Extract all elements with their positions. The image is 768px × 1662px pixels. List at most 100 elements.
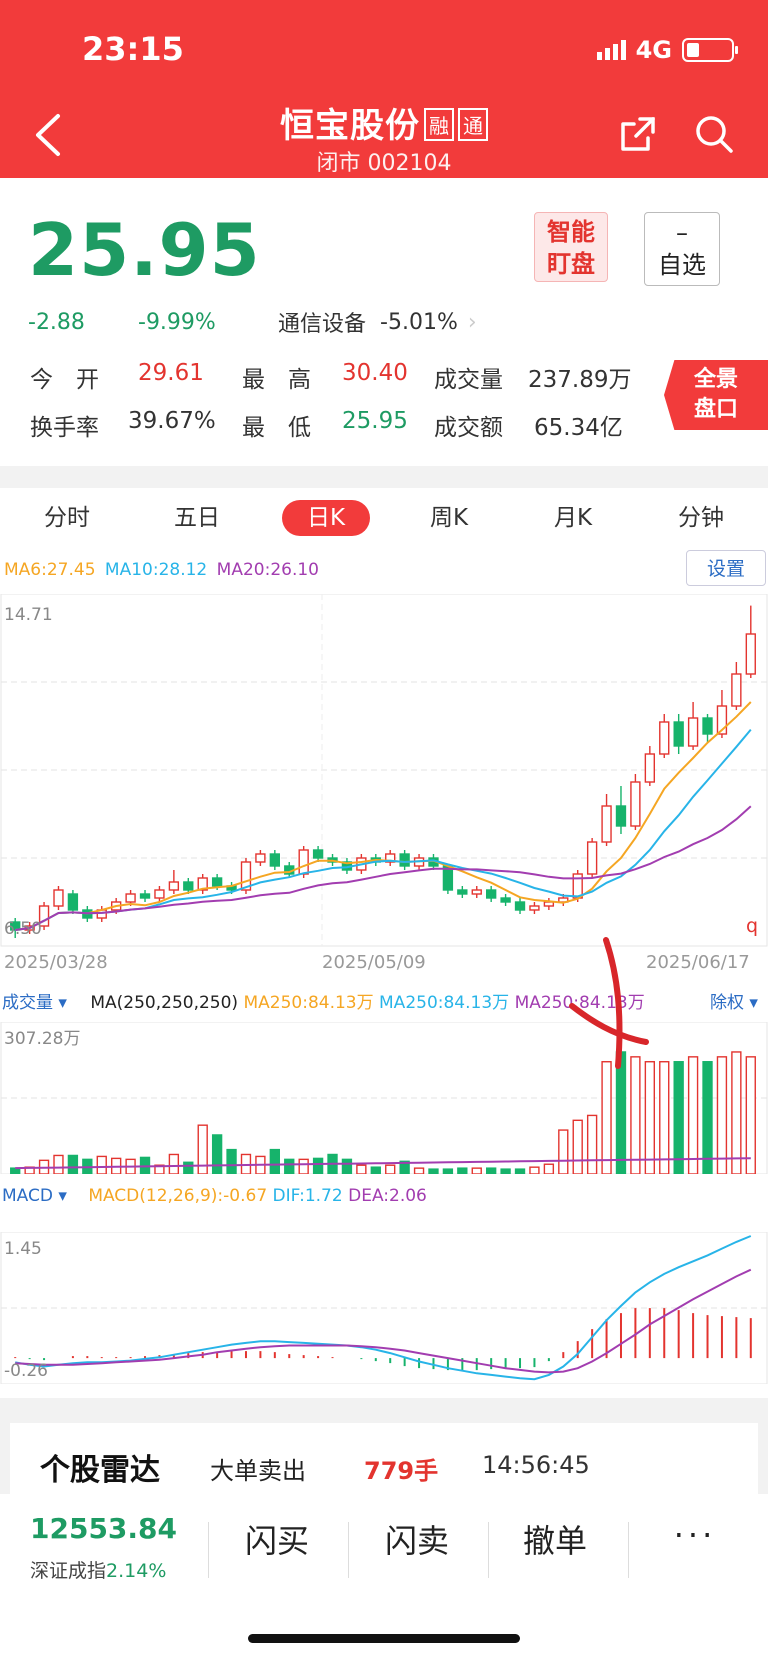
back-arrow-icon[interactable] bbox=[30, 110, 66, 160]
volume-bar bbox=[673, 1061, 684, 1174]
volume-bar bbox=[659, 1061, 670, 1174]
volume-bar bbox=[572, 1119, 583, 1174]
volume-bar bbox=[356, 1164, 367, 1174]
volume-indicator-select[interactable]: 成交量 ▾ bbox=[2, 993, 67, 1013]
candle bbox=[731, 673, 742, 707]
volume-bar bbox=[269, 1148, 280, 1174]
volume-bar bbox=[745, 1056, 756, 1174]
candle bbox=[702, 717, 713, 735]
volume-chart[interactable]: 307.28万 bbox=[0, 1022, 768, 1174]
candle bbox=[601, 805, 612, 843]
candle bbox=[471, 889, 482, 895]
divider bbox=[628, 1522, 629, 1578]
high-value: 30.40 bbox=[342, 360, 408, 386]
kline-y-bottom: 6.50 bbox=[4, 919, 42, 939]
add-watchlist-button[interactable]: – 自选 bbox=[644, 212, 720, 286]
candle bbox=[385, 853, 396, 863]
candle bbox=[615, 805, 627, 827]
divider bbox=[208, 1522, 209, 1578]
volume-bar bbox=[413, 1167, 425, 1174]
more-button[interactable]: ··· bbox=[673, 1516, 717, 1554]
share-icon[interactable] bbox=[618, 114, 658, 154]
smart-line1: 智能 bbox=[547, 218, 595, 246]
settings-button[interactable]: 设置 bbox=[686, 550, 766, 586]
watch-line1: – bbox=[676, 219, 688, 247]
divider bbox=[348, 1522, 349, 1578]
open-value: 29.61 bbox=[138, 360, 204, 386]
tab-five-day[interactable]: 五日 bbox=[174, 505, 220, 531]
volume-bar bbox=[543, 1163, 555, 1174]
stock-code-status: 闭市 002104 bbox=[316, 151, 452, 176]
flash-buy-button[interactable]: 闪买 bbox=[244, 1522, 309, 1560]
smart-watch-button[interactable]: 智能 盯盘 bbox=[534, 212, 608, 282]
flash-sell-button[interactable]: 闪卖 bbox=[384, 1522, 449, 1560]
volume-bar bbox=[96, 1155, 107, 1174]
kline-chart[interactable]: 14.71 6.50 q 2025/03/28 2025/05/09 2025/… bbox=[0, 594, 768, 978]
candle bbox=[457, 889, 468, 895]
macd-indicator-select[interactable]: MACD ▾ bbox=[2, 1186, 67, 1206]
volume-bar bbox=[226, 1148, 237, 1174]
full-line1: 全景 bbox=[693, 367, 738, 392]
index-label[interactable]: 深证成指2.14% bbox=[30, 1560, 167, 1582]
radar-title: 个股雷达 bbox=[40, 1453, 160, 1488]
volume-bar bbox=[298, 1158, 309, 1174]
candle bbox=[125, 893, 136, 903]
volume-bar bbox=[428, 1168, 439, 1174]
candle bbox=[673, 721, 684, 747]
amount-label: 成交额 bbox=[434, 415, 503, 441]
price-change: -2.88 bbox=[28, 309, 85, 335]
candle bbox=[687, 717, 699, 747]
candle bbox=[139, 893, 151, 899]
tab-weekly-k[interactable]: 周K bbox=[429, 505, 469, 531]
candle bbox=[211, 877, 223, 887]
full-line2: 盘口 bbox=[693, 397, 738, 422]
candle bbox=[269, 853, 280, 867]
home-indicator bbox=[248, 1634, 520, 1643]
volume-y-top: 307.28万 bbox=[4, 1029, 80, 1049]
app-header: 23:15 4G 恒宝股份融通 闭市 002104 bbox=[0, 0, 768, 178]
volume-bar bbox=[67, 1154, 79, 1174]
dif-line bbox=[15, 1235, 752, 1381]
full-orderbook-button[interactable]: 全景 盘口 bbox=[664, 360, 768, 430]
candle bbox=[183, 881, 194, 891]
candle bbox=[154, 889, 165, 899]
volume-bar bbox=[399, 1160, 410, 1174]
candle bbox=[255, 853, 266, 863]
annotation-mark bbox=[569, 937, 649, 1069]
volume-bar bbox=[586, 1114, 598, 1174]
tab-intraday[interactable]: 分时 bbox=[44, 505, 90, 531]
volume-bar bbox=[211, 1134, 223, 1174]
volume-ma1: MA250:84.13万 bbox=[243, 993, 374, 1013]
tab-monthly-k[interactable]: 月K bbox=[553, 505, 593, 531]
volume-bar bbox=[731, 1051, 742, 1174]
tab-minute[interactable]: 分钟 bbox=[678, 505, 724, 531]
smart-line2: 盯盘 bbox=[547, 250, 595, 278]
volume-bar bbox=[183, 1161, 194, 1174]
kline-corner-label: q bbox=[746, 915, 758, 937]
index-value[interactable]: 12553.84 bbox=[30, 1512, 178, 1545]
cancel-order-button[interactable]: 撤单 bbox=[522, 1522, 587, 1560]
tab-daily-k[interactable]: 日K bbox=[282, 500, 370, 536]
volume-bar bbox=[702, 1061, 713, 1174]
dif-value: DIF:1.72 bbox=[272, 1186, 343, 1206]
stock-radar[interactable]: 个股雷达 大单卖出 779手 14:56:45 bbox=[10, 1423, 758, 1503]
period-tabs: 分时 五日 日K 周K 月K 分钟 bbox=[0, 488, 768, 548]
volume-bar bbox=[168, 1153, 180, 1174]
radar-event: 大单卖出 bbox=[210, 1457, 306, 1485]
candle bbox=[486, 889, 497, 899]
stats-row-1: 今 开 29.61 最 高 30.40 成交量 237.89万 bbox=[30, 360, 670, 393]
macd-y-top: 1.45 bbox=[4, 1239, 42, 1259]
volume-bar bbox=[514, 1168, 526, 1174]
signal-icon bbox=[596, 40, 626, 60]
volume-bar bbox=[341, 1158, 353, 1174]
sector-link[interactable]: 通信设备 bbox=[278, 312, 367, 337]
bottom-bar: 12553.84 深证成指2.14% 闪买 闪卖 撤单 ··· bbox=[0, 1494, 768, 1662]
watch-line2: 自选 bbox=[658, 251, 706, 279]
macd-chart[interactable]: 1.45 -0.26 bbox=[0, 1232, 768, 1384]
candle bbox=[240, 861, 252, 891]
chevron-right-icon[interactable]: › bbox=[467, 309, 477, 335]
search-icon[interactable] bbox=[694, 114, 734, 154]
adjust-select[interactable]: 除权 ▾ bbox=[710, 993, 758, 1013]
network-type: 4G bbox=[635, 36, 672, 64]
stock-title: 恒宝股份融通 闭市 002104 bbox=[0, 98, 768, 177]
